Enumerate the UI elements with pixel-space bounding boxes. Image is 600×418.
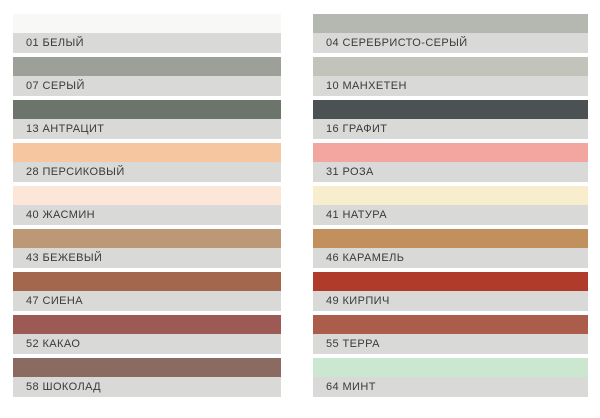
swatch-label-text: 28 ПЕРСИКОВЫЙ [26, 166, 125, 178]
color-swatch [313, 143, 588, 162]
swatch-row: 46 КАРАМЕЛЬ [313, 229, 588, 268]
color-swatch [313, 315, 588, 334]
swatch-label-text: 31 РОЗА [326, 166, 374, 178]
swatch-row: 41 НАТУРА [313, 186, 588, 225]
swatch-row: 58 ШОКОЛАД [13, 358, 281, 397]
swatch-label-text: 43 БЕЖЕВЫЙ [26, 252, 103, 264]
swatch-row: 10 МАНХЕТЕН [313, 57, 588, 96]
color-swatch [13, 358, 281, 377]
swatch-row: 13 АНТРАЦИТ [13, 100, 281, 139]
swatch-row: 49 КИРПИЧ [313, 272, 588, 311]
swatch-label: 64 МИНТ [313, 377, 588, 397]
grout-color-chart: 01 БЕЛЫЙ 07 СЕРЫЙ 13 АНТРАЦИТ 28 ПЕРСИКО… [13, 14, 588, 401]
swatch-label: 47 СИЕНА [13, 291, 281, 311]
swatch-label-text: 01 БЕЛЫЙ [26, 37, 84, 49]
swatch-label-text: 04 СЕРЕБРИСТО-СЕРЫЙ [326, 37, 468, 49]
color-swatch [13, 14, 281, 33]
color-swatch [13, 143, 281, 162]
swatch-row: 55 ТЕРРА [313, 315, 588, 354]
swatch-label: 49 КИРПИЧ [313, 291, 588, 311]
color-swatch [313, 14, 588, 33]
swatch-label: 04 СЕРЕБРИСТО-СЕРЫЙ [313, 33, 588, 53]
swatch-row: 16 ГРАФИТ [313, 100, 588, 139]
swatch-label: 07 СЕРЫЙ [13, 76, 281, 96]
swatch-label: 58 ШОКОЛАД [13, 377, 281, 397]
swatch-label-text: 46 КАРАМЕЛЬ [326, 252, 405, 264]
swatch-label: 10 МАНХЕТЕН [313, 76, 588, 96]
swatch-label: 46 КАРАМЕЛЬ [313, 248, 588, 268]
swatch-label-text: 55 ТЕРРА [326, 338, 380, 350]
swatch-label-text: 47 СИЕНА [26, 295, 83, 307]
swatch-row: 04 СЕРЕБРИСТО-СЕРЫЙ [313, 14, 588, 53]
swatch-row: 40 ЖАСМИН [13, 186, 281, 225]
swatch-label: 13 АНТРАЦИТ [13, 119, 281, 139]
swatch-label-text: 40 ЖАСМИН [26, 209, 95, 221]
swatch-label: 55 ТЕРРА [313, 334, 588, 354]
swatch-label: 31 РОЗА [313, 162, 588, 182]
swatch-row: 31 РОЗА [313, 143, 588, 182]
color-swatch [313, 100, 588, 119]
swatch-label-text: 52 КАКАО [26, 338, 81, 350]
swatch-row: 01 БЕЛЫЙ [13, 14, 281, 53]
swatch-label: 16 ГРАФИТ [313, 119, 588, 139]
color-swatch [13, 272, 281, 291]
color-swatch [13, 100, 281, 119]
swatch-row: 47 СИЕНА [13, 272, 281, 311]
swatch-label: 01 БЕЛЫЙ [13, 33, 281, 53]
swatch-label-text: 16 ГРАФИТ [326, 123, 388, 135]
color-swatch [313, 186, 588, 205]
swatch-label-text: 64 МИНТ [326, 381, 376, 393]
swatch-label: 43 БЕЖЕВЫЙ [13, 248, 281, 268]
swatch-label-text: 58 ШОКОЛАД [26, 381, 102, 393]
swatch-label-text: 10 МАНХЕТЕН [326, 80, 407, 92]
swatch-label: 52 КАКАО [13, 334, 281, 354]
swatch-row: 28 ПЕРСИКОВЫЙ [13, 143, 281, 182]
swatch-label-text: 49 КИРПИЧ [326, 295, 390, 307]
color-swatch [313, 358, 588, 377]
swatch-label: 41 НАТУРА [313, 205, 588, 225]
swatch-row: 07 СЕРЫЙ [13, 57, 281, 96]
swatch-column-left: 01 БЕЛЫЙ 07 СЕРЫЙ 13 АНТРАЦИТ 28 ПЕРСИКО… [13, 14, 281, 401]
color-swatch [13, 186, 281, 205]
swatch-label-text: 07 СЕРЫЙ [26, 80, 85, 92]
color-swatch [313, 57, 588, 76]
swatch-row: 43 БЕЖЕВЫЙ [13, 229, 281, 268]
color-swatch [13, 57, 281, 76]
color-swatch [13, 229, 281, 248]
swatch-label: 40 ЖАСМИН [13, 205, 281, 225]
swatch-label: 28 ПЕРСИКОВЫЙ [13, 162, 281, 182]
swatch-label-text: 41 НАТУРА [326, 209, 387, 221]
color-swatch [313, 272, 588, 291]
color-swatch [313, 229, 588, 248]
swatch-column-right: 04 СЕРЕБРИСТО-СЕРЫЙ 10 МАНХЕТЕН 16 ГРАФИ… [313, 14, 588, 401]
color-swatch [13, 315, 281, 334]
swatch-label-text: 13 АНТРАЦИТ [26, 123, 105, 135]
swatch-row: 64 МИНТ [313, 358, 588, 397]
swatch-row: 52 КАКАО [13, 315, 281, 354]
